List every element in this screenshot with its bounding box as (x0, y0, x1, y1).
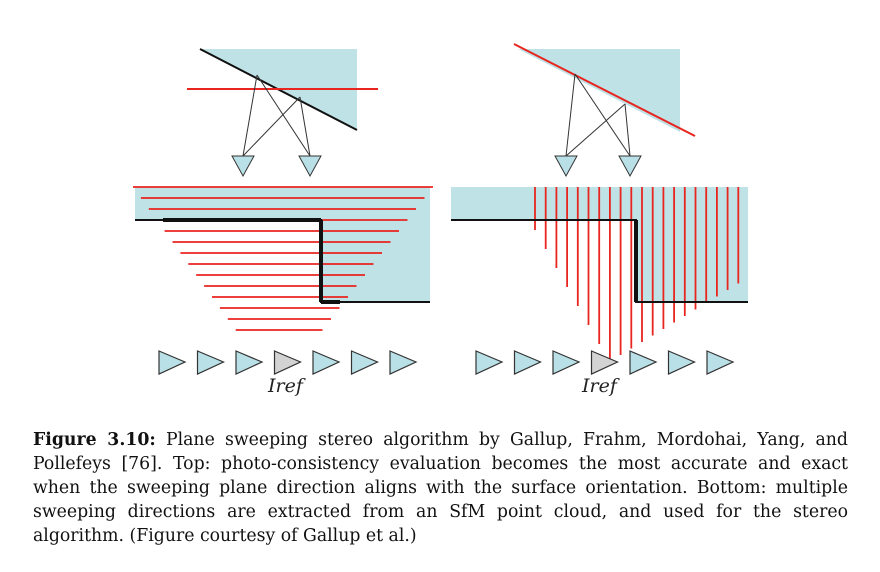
camera-icon (554, 155, 578, 178)
camera-icon (298, 155, 322, 178)
figure-caption: Figure 3.10: Plane sweeping stereo algor… (33, 428, 848, 548)
ref-camera-label: Iref (267, 375, 306, 397)
camera-icon (667, 350, 696, 375)
ray-lines (565, 73, 631, 157)
bottom-right-diagram: Iref (451, 187, 748, 397)
top-right-diagram (513, 43, 696, 178)
reference-camera-icon (273, 350, 302, 375)
sweep-plane (513, 43, 696, 137)
camera-icon (706, 350, 735, 375)
camera-row (158, 350, 418, 375)
camera-icon (350, 350, 379, 375)
surface-region (135, 187, 430, 302)
ref-camera-label: Iref (581, 375, 620, 397)
camera-icon (235, 350, 264, 375)
surface-region (518, 49, 680, 132)
camera-icon (389, 350, 418, 375)
camera-icon (475, 350, 504, 375)
camera-icon (196, 350, 225, 375)
figure-illustration: Iref Iref (133, 43, 748, 397)
camera-icon (312, 350, 341, 375)
camera-icon (552, 350, 581, 375)
ray-lines (242, 74, 311, 157)
camera-icon (231, 155, 255, 178)
bottom-left-diagram: Iref (133, 186, 433, 397)
reference-camera-icon (590, 350, 619, 375)
camera-icon (158, 350, 187, 375)
camera-icon (513, 350, 542, 375)
sweep-planes (534, 187, 740, 363)
top-left-diagram (187, 48, 378, 178)
caption-text: Plane sweeping stereo algorithm by Gallu… (33, 430, 848, 546)
camera-row (475, 350, 735, 375)
camera-icon (629, 350, 658, 375)
sweep-planes (133, 186, 433, 331)
camera-icon (618, 155, 642, 178)
caption-label: Figure 3.10: (33, 430, 156, 450)
